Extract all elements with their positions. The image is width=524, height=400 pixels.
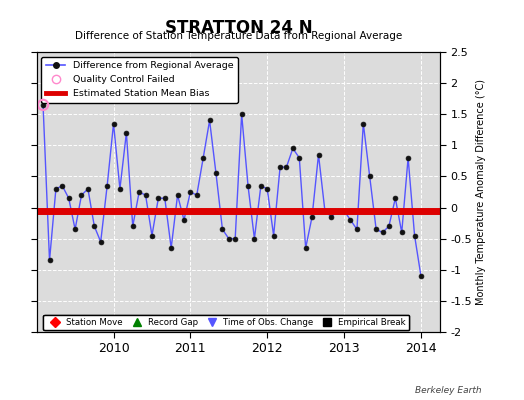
Title: STRATTON 24 N: STRATTON 24 N — [165, 18, 312, 36]
Text: Berkeley Earth: Berkeley Earth — [416, 386, 482, 395]
Text: Difference of Station Temperature Data from Regional Average: Difference of Station Temperature Data f… — [75, 31, 402, 41]
Legend: Station Move, Record Gap, Time of Obs. Change, Empirical Break: Station Move, Record Gap, Time of Obs. C… — [43, 315, 409, 330]
Point — [39, 102, 47, 108]
Y-axis label: Monthly Temperature Anomaly Difference (°C): Monthly Temperature Anomaly Difference (… — [476, 79, 486, 305]
